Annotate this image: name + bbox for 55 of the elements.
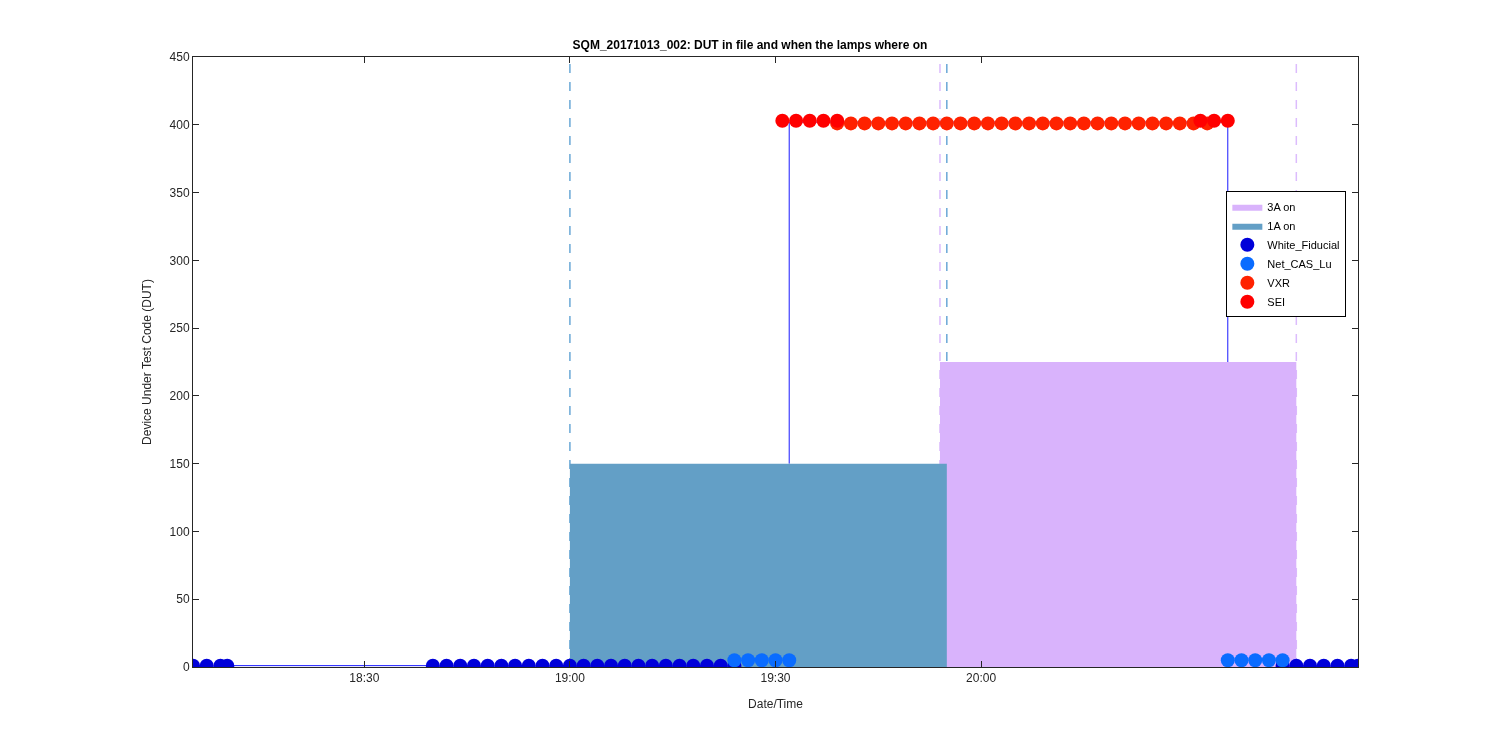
x-tick-label: 20:00 [966, 671, 997, 686]
y-tick-label: 250 [169, 321, 190, 336]
point [1207, 113, 1222, 128]
x-tick-label: 19:00 [554, 671, 586, 686]
point [1118, 116, 1132, 131]
chart-title: SQM_20171013_002: DUT in file and when the lamps where on [572, 37, 928, 52]
point [1145, 116, 1160, 131]
point [994, 116, 1009, 131]
point [1193, 113, 1208, 128]
point [1035, 116, 1050, 131]
y-tick-label: 0 [182, 660, 190, 675]
point [1022, 116, 1037, 131]
y-tick-label: 150 [169, 456, 190, 471]
point [1159, 116, 1174, 131]
point [912, 116, 927, 131]
point [1049, 116, 1064, 131]
point [980, 116, 995, 131]
y-tick-label: 50 [176, 592, 190, 607]
legend-label: Net_CAS_Lu [1267, 257, 1332, 270]
point [967, 116, 982, 131]
legend-label: VXR [1267, 276, 1291, 289]
point [843, 116, 858, 131]
point [871, 116, 886, 131]
point [816, 113, 831, 128]
point [775, 113, 790, 128]
y-tick-label: 300 [169, 253, 190, 268]
legend-label: SEI [1267, 295, 1286, 308]
y-tick-label: 450 [169, 50, 190, 65]
y-axis-title: Device Under Test Code (DUT) [139, 279, 154, 445]
point [1008, 116, 1023, 131]
point [939, 116, 954, 131]
point [802, 113, 817, 128]
point [1104, 116, 1119, 131]
point [1076, 116, 1091, 131]
x-axis-title: Date/Time [748, 697, 804, 712]
point [1172, 116, 1187, 131]
legend-label: 1A on [1267, 219, 1296, 232]
point [885, 116, 899, 131]
y-tick-label: 200 [169, 389, 190, 404]
y-tick-label: 100 [169, 524, 190, 539]
point [1220, 113, 1235, 128]
x-tick-label: 19:30 [760, 671, 791, 686]
point [1063, 116, 1078, 131]
point [926, 116, 941, 131]
legend-label: 3A on [1267, 200, 1296, 213]
point [1090, 116, 1105, 131]
x-tick-label: 18:30 [349, 671, 380, 686]
point [953, 116, 968, 131]
point [898, 116, 913, 131]
y-tick-label: 350 [169, 185, 190, 200]
point [789, 113, 804, 128]
point [857, 116, 872, 131]
legend-label: White_Fiducial [1267, 238, 1340, 251]
y-tick-label: 400 [169, 117, 190, 132]
point [1131, 116, 1146, 131]
